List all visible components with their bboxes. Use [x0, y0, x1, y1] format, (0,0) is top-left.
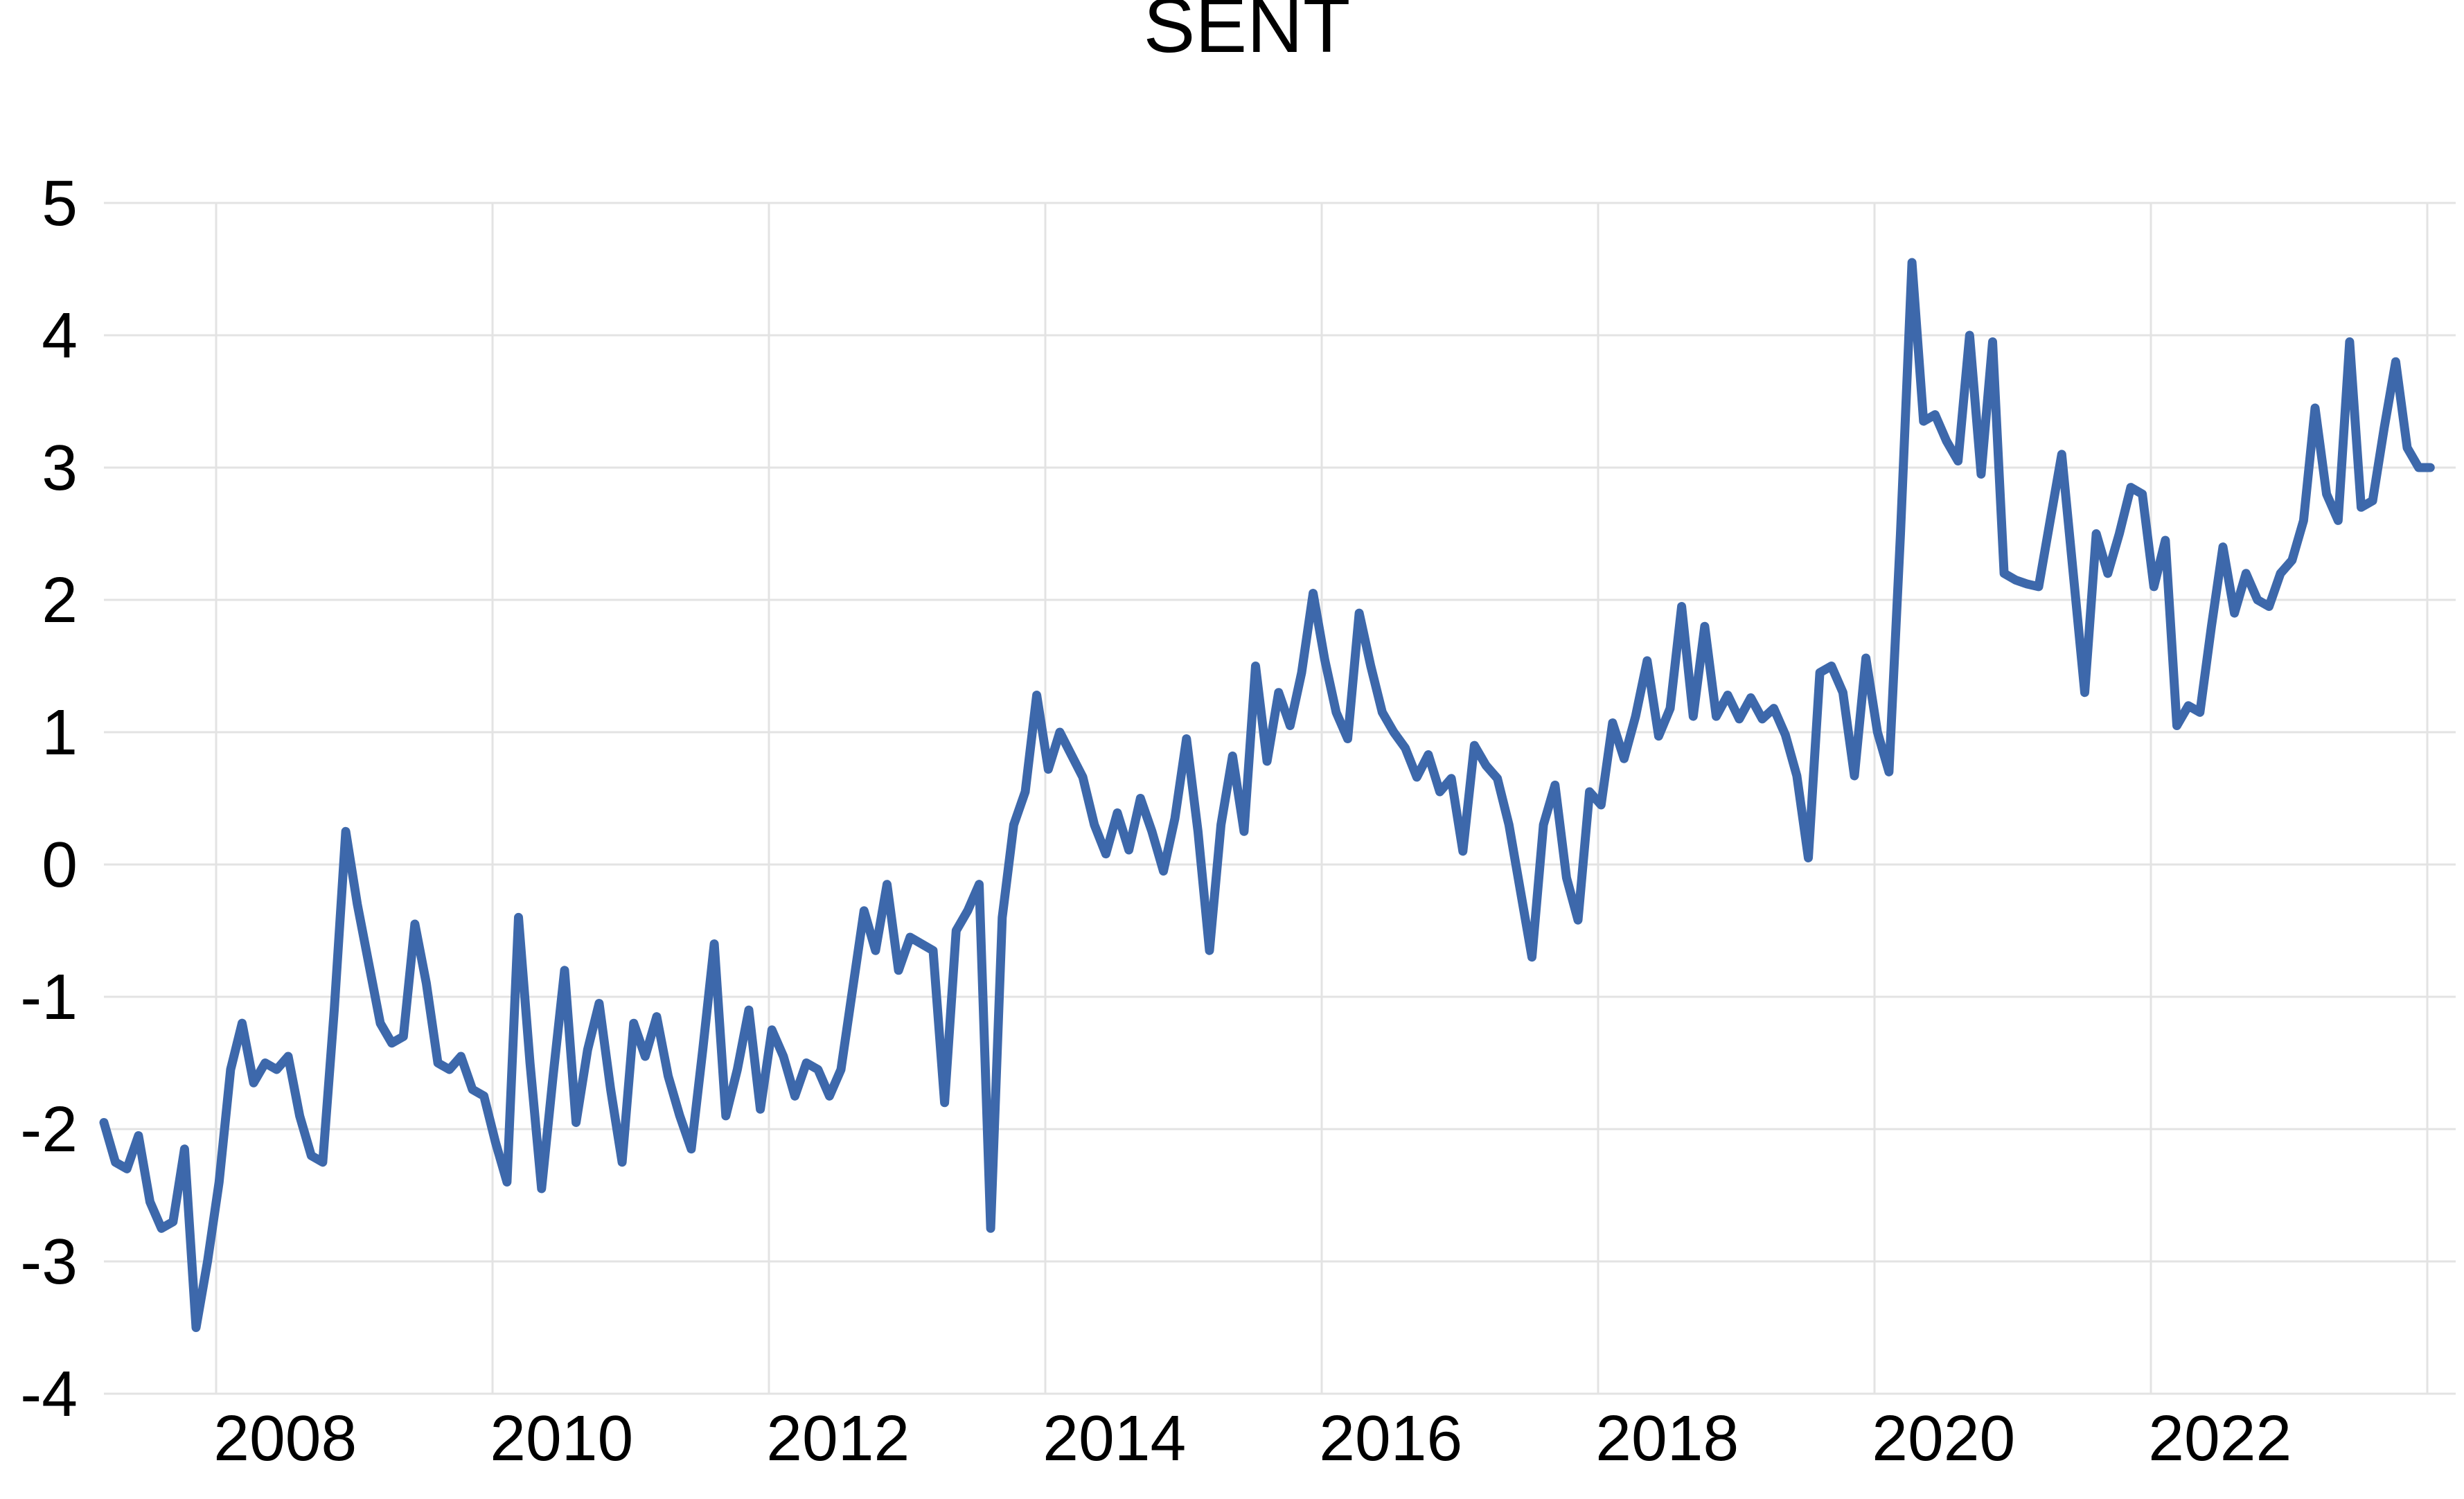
- x-tick-label-2014: 2014: [1043, 1402, 1186, 1474]
- x-tick-label-2008: 2008: [213, 1402, 357, 1474]
- chart-title: SENT: [1144, 0, 1351, 69]
- series-line-sent: [99, 258, 2435, 1332]
- x-tick-label-2022: 2022: [2148, 1402, 2292, 1474]
- y-tick-label-1: 1: [42, 696, 78, 768]
- y-tick-label-3: 3: [42, 432, 78, 504]
- y-tick-label-5: 5: [42, 167, 78, 239]
- y-tick-label-2: 2: [42, 564, 78, 636]
- y-tick-label--3: -3: [20, 1225, 78, 1297]
- x-tick-label-2020: 2020: [1872, 1402, 2015, 1474]
- y-tick-label--1: -1: [20, 961, 78, 1033]
- x-tick-label-2012: 2012: [766, 1402, 910, 1474]
- y-tick-label--4: -4: [20, 1358, 78, 1430]
- x-tick-label-2010: 2010: [490, 1402, 633, 1474]
- x-tick-label-2016: 2016: [1319, 1402, 1462, 1474]
- x-tick-label-2018: 2018: [1595, 1402, 1739, 1474]
- gridlines: [104, 202, 2456, 1395]
- y-tick-label-4: 4: [42, 299, 78, 371]
- axis-labels: 5 4 3 2 1 0 -1 -2 -3 -4 2008 2010 2012 2014 2016 2018 20…: [20, 167, 2292, 1474]
- y-tick-label-0: 0: [42, 828, 78, 901]
- y-tick-label--2: -2: [20, 1093, 78, 1165]
